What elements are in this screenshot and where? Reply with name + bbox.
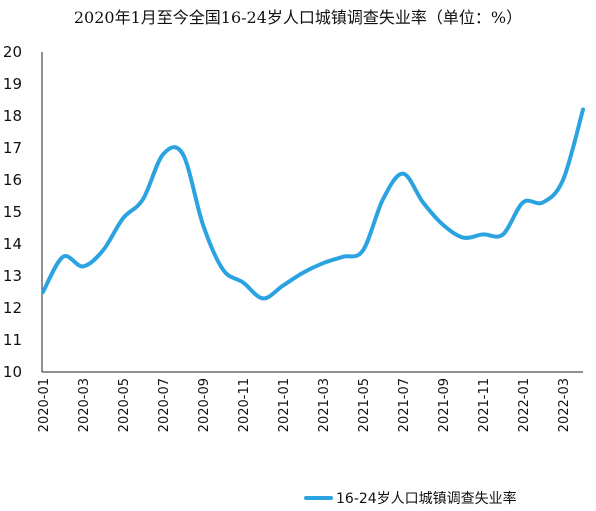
x-tick-label: 2021-03	[317, 378, 332, 432]
y-tick-label: 14	[3, 235, 22, 253]
y-tick-label: 16	[3, 171, 22, 189]
x-tick-label: 2020-03	[77, 378, 92, 432]
y-tick-label: 19	[3, 75, 22, 93]
x-tick-label: 2022-01	[517, 378, 532, 432]
y-tick-label: 13	[3, 267, 22, 285]
x-tick-label: 2020-09	[197, 378, 212, 432]
y-tick-label: 17	[3, 139, 22, 157]
series-line-0	[41, 107, 585, 301]
series-group	[41, 107, 585, 301]
x-tick-label: 2020-01	[37, 378, 52, 432]
y-tick-label: 10	[3, 363, 22, 381]
y-tick-labels: 10 11 12 13 14 15 16 17 18 19 20	[3, 43, 22, 381]
x-tick-labels: 2020-01 2020-03 2020-05 2020-07 2020-09 2020-…	[37, 378, 572, 432]
x-tick-label: 2020-05	[117, 378, 132, 432]
x-tick-label: 2021-05	[357, 378, 372, 432]
x-tick-label: 2022-03	[557, 378, 572, 432]
x-tick-label: 2020-11	[237, 378, 252, 432]
y-tick-label: 12	[3, 299, 22, 317]
chart-title: 2020年1月至今全国16-24岁人口城镇调查失业率（单位：%）	[73, 8, 523, 27]
y-tick-label: 18	[3, 107, 22, 125]
x-tick-label: 2020-07	[157, 378, 172, 432]
legend: 16-24岁人口城镇调查失业率	[304, 490, 517, 507]
axes	[41, 52, 583, 373]
y-tick-label: 11	[3, 331, 22, 349]
legend-label: 16-24岁人口城镇调查失业率	[336, 490, 517, 507]
x-tick-label: 2021-01	[277, 378, 292, 432]
x-tick-label: 2021-09	[437, 378, 452, 432]
y-tick-label: 20	[3, 43, 22, 61]
y-tick-label: 15	[3, 203, 22, 221]
x-tick-label: 2021-07	[397, 378, 412, 432]
x-tick-label: 2021-11	[477, 378, 492, 432]
